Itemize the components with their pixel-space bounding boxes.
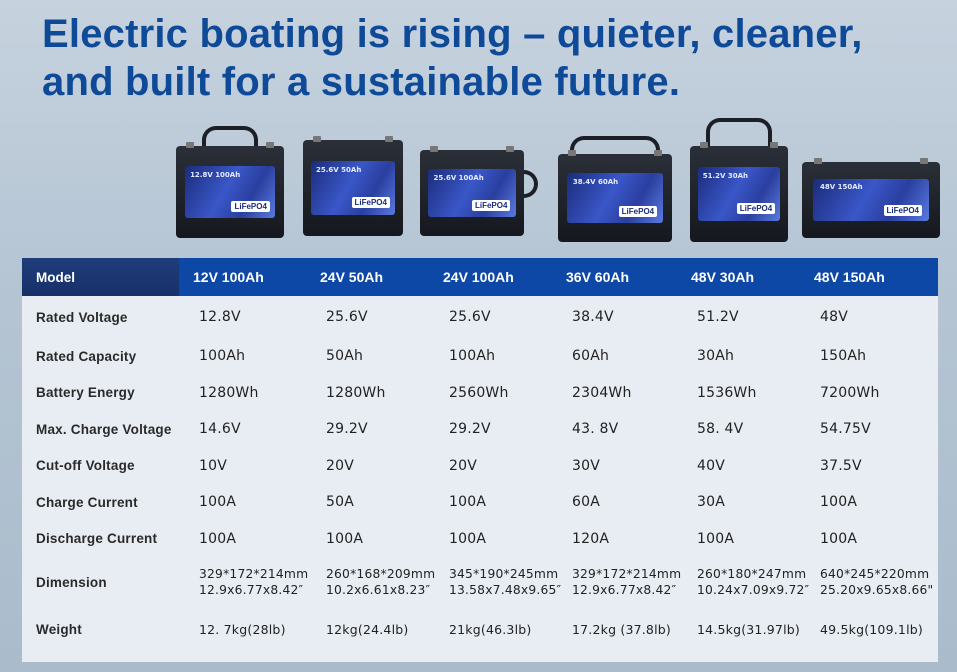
table-cell: 100A — [449, 530, 487, 547]
table-cell: 37.5V — [820, 457, 862, 474]
table-cell: 100A — [199, 494, 237, 511]
table-cell: 100A — [697, 530, 735, 547]
table-cell: 100A — [449, 494, 487, 511]
table-cell: 329*172*214mm 12.9x6.77x8.42″ — [572, 567, 682, 597]
table-cell: 150Ah — [820, 348, 867, 365]
row-label: Dimension — [36, 574, 107, 590]
table-cell: 50A — [326, 494, 354, 511]
table-cell: 30A — [697, 494, 725, 511]
table-cell: 14.6V — [199, 421, 241, 438]
row-label: Cut-off Voltage — [36, 458, 135, 474]
table-cell: 38.4V — [572, 309, 614, 325]
battery-image-2: 25.6V 50Ah LiFePO4 — [303, 132, 403, 236]
table-cell: 20V — [449, 457, 477, 474]
table-cell: 260*180*247mm 10.24x7.09x9.72″ — [697, 567, 810, 597]
table-cell: 260*168*209mm 10.2x6.61x8.23″ — [326, 567, 436, 597]
table-cell: 640*245*220mm 25.20x9.65x8.66" — [820, 567, 934, 597]
table-cell: 30Ah — [697, 348, 735, 365]
table-cell: 7200Wh — [820, 384, 880, 401]
table-cell: 54.75V — [820, 421, 871, 438]
row-label: Rated Voltage — [36, 309, 128, 325]
table-cell: 100Ah — [199, 348, 246, 365]
table-cell: 25.6V — [326, 309, 368, 325]
table-cell: 50Ah — [326, 348, 364, 365]
table-cell: 58. 4V — [697, 421, 744, 438]
battery-image-3: 25.6V 100Ah LiFePO4 — [420, 140, 538, 236]
row-label: Discharge Current — [36, 531, 158, 547]
header-model-2: 24V 50Ah — [320, 269, 384, 285]
headline: Electric boating is rising – quieter, cl… — [42, 10, 942, 106]
table-row-discharge-current: Discharge Current 100A 100A 100A 120A 10… — [22, 521, 938, 558]
row-label: Rated Capacity — [36, 348, 137, 364]
table-cell: 21kg(46.3lb) — [449, 621, 532, 637]
table-row-dimension: Dimension 329*172*214mm 12.9x6.77x8.42″ 2… — [22, 557, 938, 607]
row-label: Battery Energy — [36, 385, 135, 401]
header-model-4: 36V 60Ah — [566, 269, 630, 285]
table-cell: 1280Wh — [199, 384, 259, 401]
table-cell: 49.5kg(109.1lb) — [820, 621, 923, 637]
row-label: Charge Current — [36, 494, 138, 510]
spec-table: Model 12V 100Ah 24V 50Ah 24V 100Ah 36V 6… — [22, 258, 938, 662]
table-cell: 345*190*245mm 13.58x7.48x9.65″ — [449, 567, 562, 597]
battery-image-6: 48V 150Ah LiFePO4 — [802, 140, 940, 238]
headline-line-1: Electric boating is rising – quieter, cl… — [42, 12, 863, 56]
row-label: Max. Charge Voltage — [36, 421, 172, 437]
table-cell: 100A — [820, 494, 858, 511]
table-cell: 25.6V — [449, 309, 491, 325]
table-cell: 2560Wh — [449, 384, 509, 401]
table-cell: 100A — [326, 530, 364, 547]
table-row-weight: Weight 12. 7kg(28lb) 12kg(24.4lb) 21kg(4… — [22, 607, 938, 651]
header-model: Model — [22, 258, 179, 296]
table-cell: 100A — [820, 530, 858, 547]
battery-image-4: 38.4V 60Ah LiFePO4 — [558, 136, 672, 242]
table-cell: 17.2kg (37.8lb) — [572, 621, 671, 637]
table-cell: 51.2V — [697, 309, 739, 325]
table-row-max-charge-voltage: Max. Charge Voltage 14.6V 29.2V 29.2V 43… — [22, 411, 938, 448]
table-row-cutoff-voltage: Cut-off Voltage 10V 20V 20V 30V 40V 37.5… — [22, 448, 938, 485]
headline-line-2: and built for a sustainable future. — [42, 60, 681, 104]
header-model-1: 12V 100Ah — [193, 269, 264, 285]
table-cell: 29.2V — [326, 421, 368, 438]
table-cell: 30V — [572, 457, 600, 474]
table-row-rated-voltage: Rated Voltage 12.8V 25.6V 25.6V 38.4V 51… — [22, 296, 938, 338]
table-cell: 60Ah — [572, 348, 610, 365]
header-model-6: 48V 150Ah — [814, 269, 885, 285]
table-cell: 12. 7kg(28lb) — [199, 621, 286, 637]
battery-image-1: 12.8V 100Ah LiFePO4 — [176, 126, 284, 238]
table-row-rated-capacity: Rated Capacity 100Ah 50Ah 100Ah 60Ah 30A… — [22, 338, 938, 375]
table-cell: 100A — [199, 530, 237, 547]
table-cell: 48V — [820, 309, 848, 325]
table-cell: 12kg(24.4lb) — [326, 621, 409, 637]
table-row-charge-current: Charge Current 100A 50A 100A 60A 30A 100… — [22, 484, 938, 521]
table-cell: 43. 8V — [572, 421, 619, 438]
table-cell: 60A — [572, 494, 600, 511]
table-cell: 2304Wh — [572, 384, 632, 401]
row-label: Weight — [36, 621, 82, 637]
table-cell: 120A — [572, 530, 610, 547]
table-cell: 14.5kg(31.97lb) — [697, 621, 800, 637]
battery-product-images: 12.8V 100Ah LiFePO4 25.6V 50Ah LiFePO4 2… — [0, 110, 957, 250]
table-cell: 20V — [326, 457, 354, 474]
table-cell: 29.2V — [449, 421, 491, 438]
header-model-5: 48V 30Ah — [691, 269, 755, 285]
table-cell: 1536Wh — [697, 384, 757, 401]
battery-image-5: 51.2V 30Ah LiFePO4 — [690, 118, 788, 242]
table-cell: 12.8V — [199, 309, 241, 325]
table-cell: 10V — [199, 457, 227, 474]
header-model-3: 24V 100Ah — [443, 269, 514, 285]
table-cell: 329*172*214mm 12.9x6.77x8.42″ — [199, 567, 309, 597]
table-row-battery-energy: Battery Energy 1280Wh 1280Wh 2560Wh 2304… — [22, 375, 938, 412]
table-cell: 40V — [697, 457, 725, 474]
table-cell: 1280Wh — [326, 384, 386, 401]
table-header-row: Model 12V 100Ah 24V 50Ah 24V 100Ah 36V 6… — [22, 258, 938, 296]
table-cell: 100Ah — [449, 348, 496, 365]
